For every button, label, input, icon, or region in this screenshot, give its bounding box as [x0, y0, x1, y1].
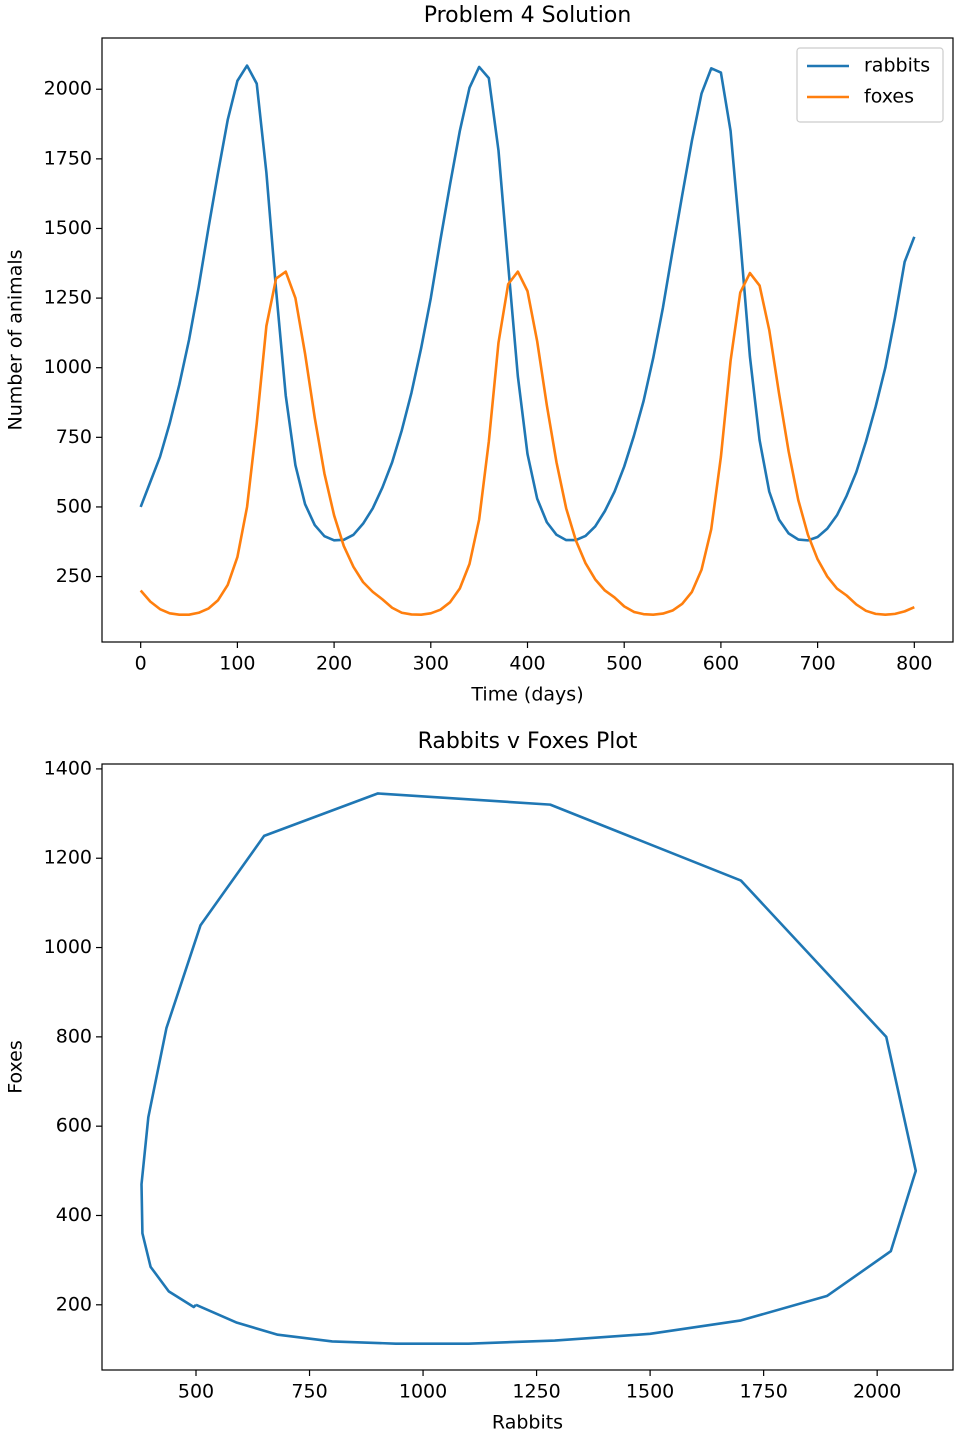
- y-axis-label: Number of animals: [5, 249, 27, 430]
- y-tick-label: 1000: [44, 936, 92, 958]
- y-tick-label: 1500: [44, 217, 92, 239]
- axes-frame: [101, 763, 954, 1371]
- x-tick-label: 500: [606, 653, 642, 675]
- x-tick-label: 1500: [626, 1381, 674, 1403]
- y-tick-label: 1250: [44, 287, 92, 309]
- x-axis-label: Rabbits: [492, 1412, 563, 1434]
- x-tick-label: 1750: [739, 1381, 787, 1403]
- legend-label: rabbits: [864, 55, 930, 77]
- y-tick-label: 1750: [44, 147, 92, 169]
- x-axis-label: Time (days): [470, 684, 583, 706]
- data-line: [140, 792, 918, 1345]
- x-tick-label: 750: [291, 1381, 327, 1403]
- y-tick-label: 1400: [44, 757, 92, 779]
- chart-title: Problem 4 Solution: [424, 3, 632, 28]
- y-tick-label: 250: [56, 565, 92, 587]
- x-tick-label: 800: [896, 653, 932, 675]
- data-line: [139, 64, 916, 542]
- y-tick-label: 400: [56, 1204, 92, 1226]
- legend-label: foxes: [864, 86, 914, 108]
- x-tick-label: 200: [316, 653, 352, 675]
- axes-frame: [101, 37, 954, 643]
- y-tick-label: 750: [56, 426, 92, 448]
- x-tick-label: 300: [413, 653, 449, 675]
- x-tick-label: 600: [703, 653, 739, 675]
- y-tick-label: 1000: [44, 356, 92, 378]
- y-tick-label: 1200: [44, 847, 92, 869]
- y-tick-label: 2000: [44, 78, 92, 100]
- x-tick-label: 1000: [399, 1381, 447, 1403]
- chart-title: Rabbits v Foxes Plot: [418, 729, 638, 754]
- y-tick-label: 600: [56, 1115, 92, 1137]
- x-tick-label: 700: [799, 653, 835, 675]
- x-tick-label: 500: [178, 1381, 214, 1403]
- y-tick-label: 200: [56, 1293, 92, 1315]
- y-tick-label: 500: [56, 495, 92, 517]
- y-tick-label: 800: [56, 1025, 92, 1047]
- x-tick-label: 2000: [853, 1381, 901, 1403]
- data-line: [139, 270, 915, 617]
- y-axis-label: Foxes: [5, 1040, 27, 1094]
- x-tick-label: 100: [219, 653, 255, 675]
- x-tick-label: 1250: [512, 1381, 560, 1403]
- x-tick-label: 0: [135, 653, 147, 675]
- x-tick-label: 400: [509, 653, 545, 675]
